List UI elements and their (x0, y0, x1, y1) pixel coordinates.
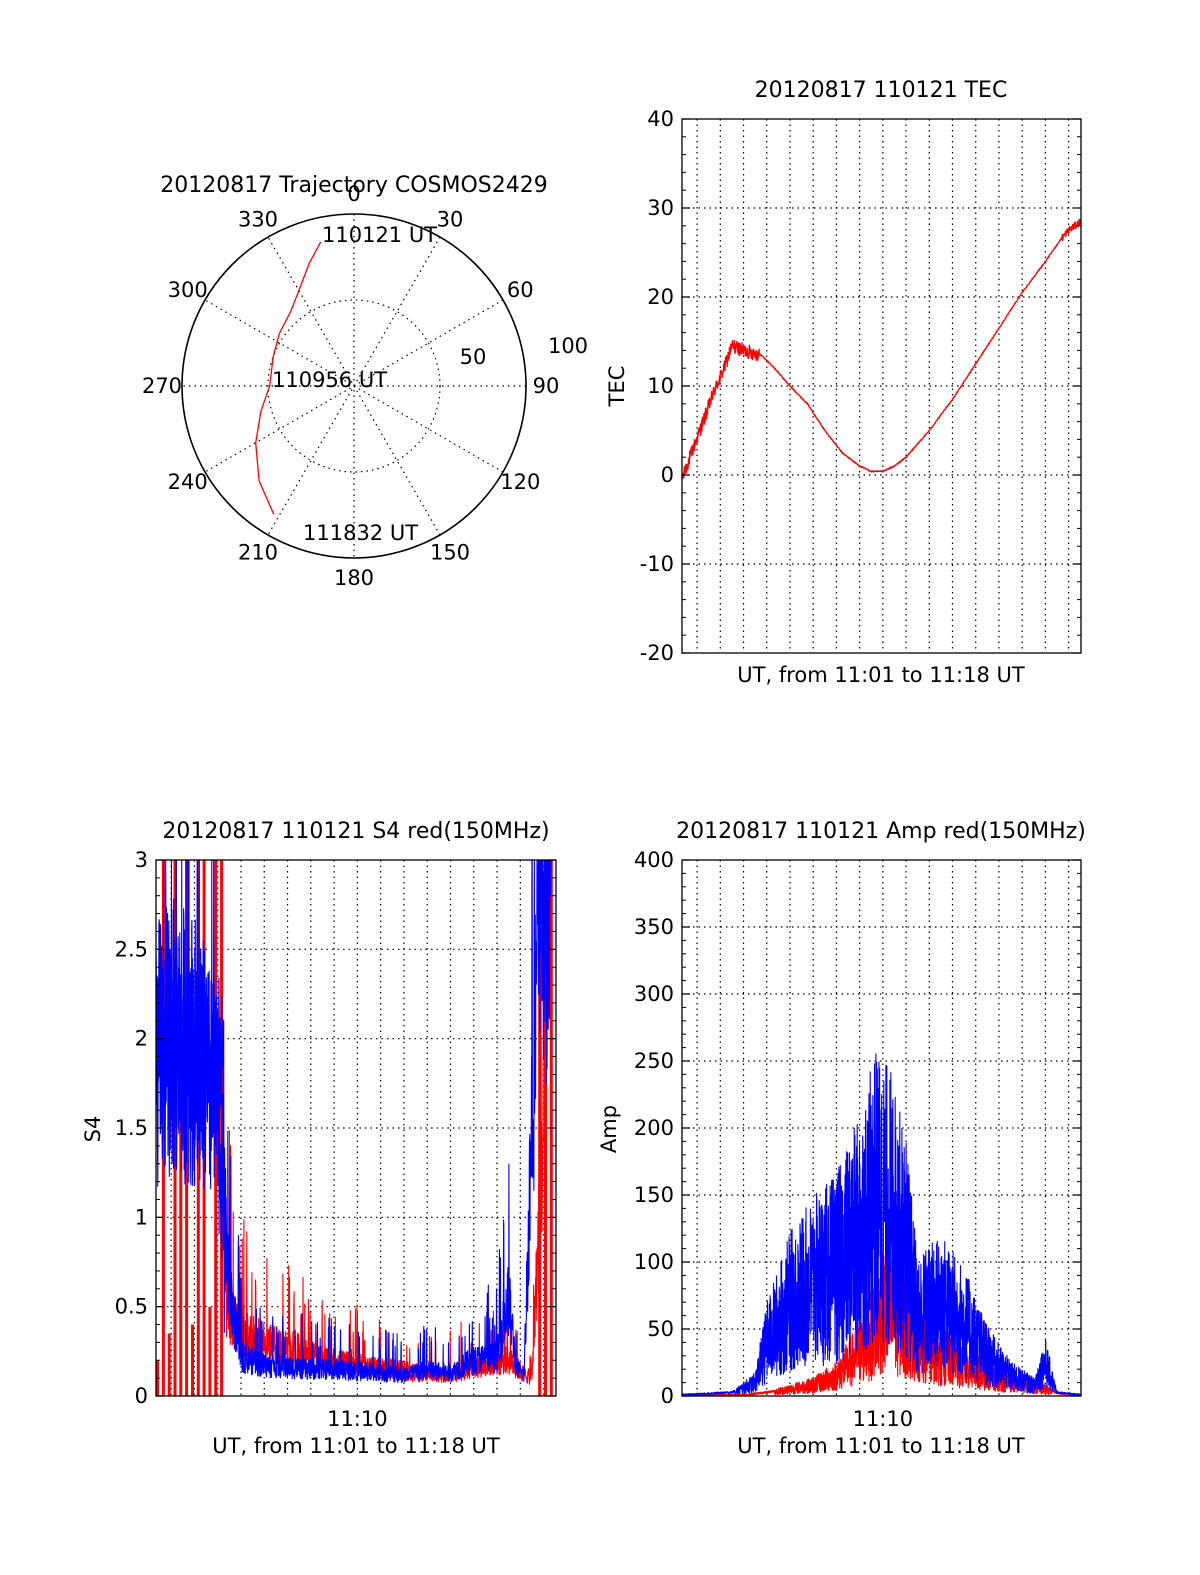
y-tick-label: 300 (634, 982, 674, 1006)
azimuth-tick-label: 270 (142, 374, 182, 398)
plot-frame (681, 118, 1082, 654)
polar-grid (181, 213, 527, 559)
blue-series-line (155, 859, 552, 1384)
y-tick-label: 1 (135, 1205, 148, 1229)
trajectory-start-annotation: 110121 UT (322, 223, 437, 247)
y-tick-label: 3 (135, 848, 148, 872)
tec-chart: 20120817 110121 TEC -20 -10 0 10 20 30 40 UT, … (605, 78, 1082, 687)
azimuth-tick-label: 0 (347, 182, 360, 206)
polar-azimuth-labels: 0 30 60 90 120 150 180 210 240 270 300 330 (142, 182, 559, 590)
amp-axes: 0 50 100 150 200 250 300 350 400 11:10 (634, 848, 1082, 1431)
x-tick-label: 11:10 (853, 1407, 914, 1431)
y-tick-label: 0 (661, 1384, 674, 1408)
y-tick-label: 30 (647, 196, 674, 220)
azimuth-tick-label: 180 (334, 566, 374, 590)
plot-frame (681, 859, 1082, 1397)
tec-grid (682, 119, 1081, 653)
trajectory-title: 20120817 Trajectory COSMOS2429 (160, 173, 547, 198)
satellite-trajectory (255, 241, 322, 515)
azimuth-tick-label: 30 (437, 208, 464, 232)
y-tick-label: 150 (634, 1183, 674, 1207)
y-tick-label: 0 (661, 463, 674, 487)
tec-axes: -20 -10 0 10 20 30 40 (640, 107, 1082, 665)
azimuth-tick-label: 60 (507, 278, 534, 302)
y-tick-label: 400 (634, 848, 674, 872)
s4-chart-title: 20120817 110121 S4 red(150MHz) (162, 819, 549, 844)
s4-y-axis-label: S4 (81, 1116, 105, 1143)
y-tick-label: 0.5 (115, 1295, 148, 1319)
y-tick-label: 250 (634, 1049, 674, 1073)
amp-x-axis-label: UT, from 11:01 to 11:18 UT (737, 1434, 1025, 1458)
polar-spoke (267, 236, 441, 536)
azimuth-tick-label: 90 (533, 374, 560, 398)
blue-series-line (681, 1053, 1082, 1397)
amp-y-axis-label: Amp (597, 1105, 621, 1153)
azimuth-tick-label: 240 (168, 470, 208, 494)
y-tick-label: 0 (135, 1384, 148, 1408)
y-tick-label: 40 (647, 107, 674, 131)
y-tick-label: 2 (135, 1027, 148, 1051)
tec-y-axis-label: TEC (605, 366, 629, 408)
y-tick-label: 100 (634, 1250, 674, 1274)
tec-x-axis-label: UT, from 11:01 to 11:18 UT (737, 663, 1025, 687)
amp-chart-title: 20120817 110121 Amp red(150MHz) (676, 819, 1086, 844)
y-tick-label: -10 (640, 552, 674, 576)
y-tick-label: -20 (640, 641, 674, 665)
radial-tick-label: 100 (548, 334, 588, 358)
polar-radial-ring (267, 299, 441, 473)
s4-axes: 0 0.5 1 1.5 2 2.5 3 11:10 (115, 848, 557, 1431)
radial-tick-label: 50 (460, 345, 487, 369)
x-tick-label: 11:10 (327, 1407, 388, 1431)
red-series-line (681, 218, 1082, 480)
s4-x-axis-label: UT, from 11:01 to 11:18 UT (212, 1434, 500, 1458)
y-tick-label: 350 (634, 915, 674, 939)
y-tick-label: 20 (647, 285, 674, 309)
y-tick-label: 10 (647, 374, 674, 398)
y-tick-label: 200 (634, 1116, 674, 1140)
azimuth-tick-label: 210 (238, 540, 278, 564)
trajectory-mid-annotation: 110956 UT (272, 368, 387, 392)
red-series-line (224, 859, 545, 1385)
y-tick-label: 1.5 (115, 1116, 148, 1140)
trajectory-end-annotation: 111832 UT (303, 521, 418, 545)
azimuth-tick-label: 150 (430, 540, 470, 564)
amp-chart: 20120817 110121 Amp red(150MHz) 0 50 100 15… (597, 819, 1086, 1458)
y-tick-label: 50 (647, 1317, 674, 1341)
azimuth-tick-label: 330 (238, 208, 278, 232)
y-tick-label: 2.5 (115, 937, 148, 961)
amp-series (681, 1053, 1082, 1397)
s4-chart: 20120817 110121 S4 red(150MHz) 0 0.5 1 1.5 2… (81, 819, 557, 1458)
trajectory-polar-plot: 20120817 Trajectory COSMOS2429 0 30 60 90 12… (142, 173, 588, 590)
azimuth-tick-label: 300 (168, 278, 208, 302)
tec-chart-title: 20120817 110121 TEC (755, 78, 1008, 103)
tec-series (681, 218, 1082, 480)
azimuth-tick-label: 120 (500, 470, 540, 494)
plot-frame (155, 859, 557, 1397)
